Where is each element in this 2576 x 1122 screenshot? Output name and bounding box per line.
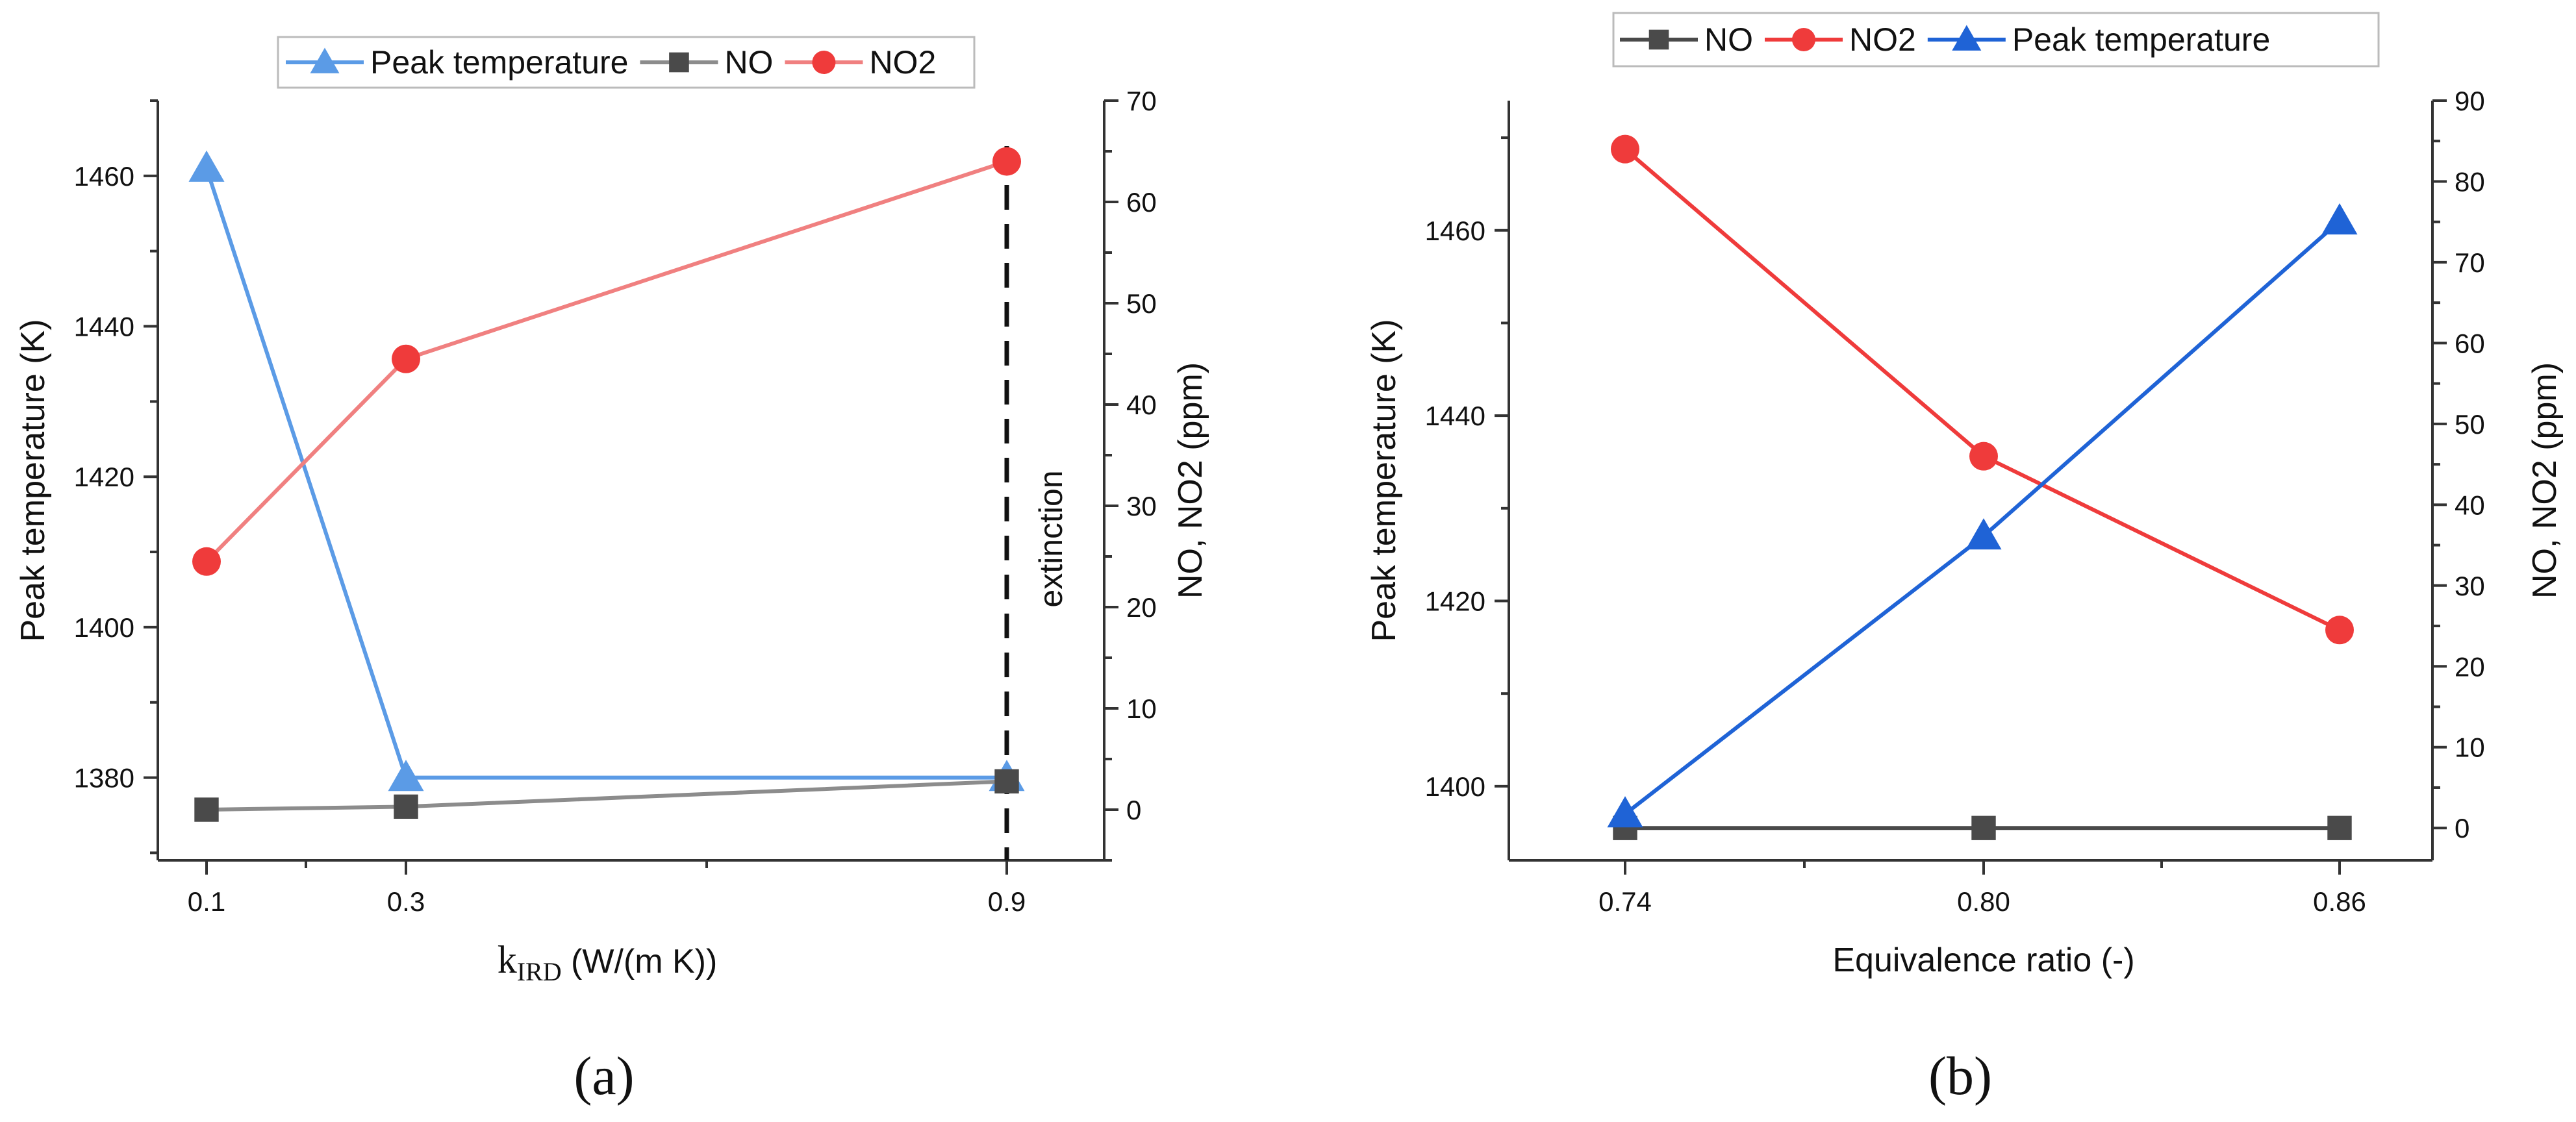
b-legend-peak-temperature-label: Peak temperature — [2012, 21, 2270, 58]
b-x-tick-label: 0.80 — [1957, 886, 2010, 917]
a-no-point — [194, 797, 219, 822]
a-left-tick-label: 1440 — [74, 312, 134, 342]
a-right-tick-label: 20 — [1126, 592, 1157, 623]
b-peak-temperature-point — [1607, 796, 1643, 828]
a-x-tick-label: 0.3 — [387, 886, 425, 917]
a-peak-temperature-line — [205, 168, 1007, 780]
chart-a-legend: Peak temperature NO NO2 — [277, 36, 976, 89]
b-left-tick-label: 1420 — [1425, 586, 1485, 616]
b-no2-point — [2325, 616, 2354, 645]
b-peak-temperature-line — [1624, 219, 2341, 816]
chart-b-series — [1607, 134, 2358, 840]
a-right-tick-label: 40 — [1126, 390, 1157, 420]
a-legend-peak-temperature-marker — [310, 47, 340, 73]
b-legend-no2-marker — [1792, 28, 1815, 51]
chart-a-x-title-units: (W/(m K)) — [562, 943, 718, 980]
b-right-tick-label: 60 — [2455, 328, 2485, 358]
chart-a: 1380 1400 1420 1440 1460 0 10 20 30 40 50 60 70 0.1 0.… — [14, 36, 1209, 1106]
chart-b: 1400 1420 1440 1460 0 10 20 30 40 50 60 70 80 90 0.74 0… — [1365, 12, 2564, 1106]
b-right-tick-label: 20 — [2455, 651, 2485, 682]
chart-b-x-title: Equivalence ratio (-) — [1832, 941, 2134, 979]
a-right-tick-label: 60 — [1126, 187, 1157, 218]
a-x-tick-label: 0.1 — [188, 886, 225, 917]
a-peak-temperature-point — [388, 760, 424, 792]
a-right-tick-label: 30 — [1126, 491, 1157, 521]
b-legend-no-marker — [1648, 29, 1669, 50]
a-no2-point — [392, 344, 420, 373]
a-right-tick-label: 0 — [1126, 795, 1141, 825]
a-right-tick-label: 70 — [1126, 86, 1157, 116]
b-x-tick-label: 0.74 — [1598, 886, 1652, 917]
b-peak-temperature-point — [2321, 203, 2358, 235]
a-no2-line — [205, 159, 1007, 563]
b-legend-no-label: NO — [1704, 21, 1753, 58]
b-no2-line — [1624, 147, 2341, 632]
chart-b-ticks: 1400 1420 1440 1460 0 10 20 30 40 50 60 70 80 90 0.74 0… — [1425, 86, 2485, 917]
b-right-tick-label: 80 — [2455, 166, 2485, 197]
b-right-tick-label: 90 — [2455, 86, 2485, 116]
a-left-tick-label: 1460 — [74, 161, 134, 192]
a-legend-peak-temperature-label: Peak temperature — [370, 44, 628, 81]
a-x-tick-label: 0.9 — [988, 886, 1026, 917]
b-left-tick-label: 1460 — [1425, 216, 1485, 246]
a-right-tick-label: 50 — [1126, 288, 1157, 319]
b-no2-point — [1969, 442, 1998, 471]
b-right-tick-label: 30 — [2455, 571, 2485, 601]
b-x-tick-label: 0.86 — [2313, 886, 2366, 917]
a-no2-point — [992, 147, 1021, 176]
chart-b-y-left-title: Peak temperature (K) — [1365, 319, 1403, 642]
b-right-tick-label: 70 — [2455, 247, 2485, 278]
chart-a-y-left-title: Peak temperature (K) — [14, 319, 52, 642]
a-peak-temperature-point — [188, 150, 225, 182]
b-left-tick-label: 1440 — [1425, 401, 1485, 431]
chart-b-panel-label: (b) — [1928, 1046, 1992, 1106]
b-right-tick-label: 50 — [2455, 409, 2485, 440]
b-peak-temperature-point — [1965, 518, 2002, 550]
chart-a-panel-label: (a) — [574, 1046, 634, 1106]
chart-a-series — [188, 146, 1025, 860]
b-legend-peak-temperature-marker — [1952, 25, 1982, 51]
chart-b-legend: NO NO2 Peak temperature — [1612, 12, 2380, 68]
b-no2-point — [1611, 134, 1639, 164]
a-no-point — [994, 769, 1019, 794]
a-left-tick-label: 1420 — [74, 462, 134, 492]
a-no-line — [206, 779, 1007, 812]
a-legend-no2-label: NO2 — [869, 44, 936, 81]
chart-a-extinction-annotation: extinction — [1033, 470, 1069, 607]
b-no-point — [2327, 816, 2352, 840]
a-legend-no-marker — [669, 52, 689, 73]
a-left-tick-label: 1400 — [74, 612, 134, 643]
a-legend-no-label: NO — [724, 44, 773, 81]
chart-a-x-title: kIRD (W/(m K)) — [498, 938, 718, 986]
chart-b-y-right-title: NO, NO2 (ppm) — [2526, 362, 2564, 599]
b-right-tick-label: 40 — [2455, 490, 2485, 520]
a-legend-no2-marker — [812, 51, 836, 74]
chart-a-x-title-main: k — [498, 938, 517, 981]
a-no2-point — [192, 547, 221, 576]
b-left-tick-label: 1400 — [1425, 771, 1485, 802]
a-right-tick-label: 10 — [1126, 693, 1157, 724]
b-right-tick-label: 0 — [2455, 813, 2469, 843]
chart-a-x-title-sub: IRD — [517, 957, 562, 986]
b-legend-no2-label: NO2 — [1849, 21, 1916, 58]
chart-a-y-right-title: NO, NO2 (ppm) — [1172, 362, 1209, 599]
a-left-tick-label: 1380 — [74, 763, 134, 793]
a-no-point — [394, 794, 418, 819]
b-no-point — [1971, 816, 1996, 840]
chart-a-ticks: 1380 1400 1420 1440 1460 0 10 20 30 40 50 60 70 0.1 0.… — [74, 86, 1157, 917]
b-right-tick-label: 10 — [2455, 732, 2485, 763]
